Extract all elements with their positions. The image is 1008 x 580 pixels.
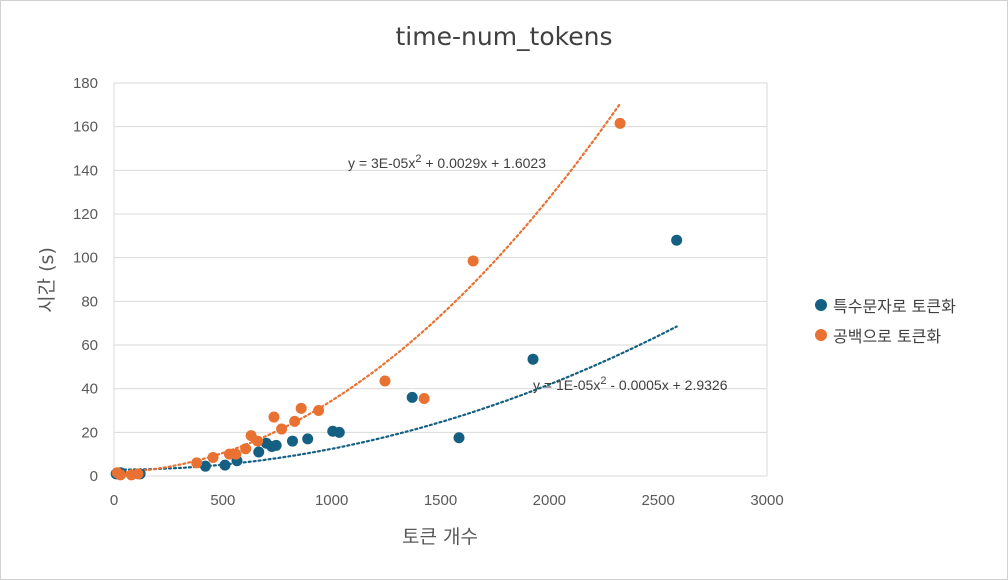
x-tick-label: 1500 bbox=[424, 492, 457, 509]
legend: 특수문자로 토큰화 공백으로 토큰화 bbox=[815, 290, 956, 350]
data-point bbox=[671, 234, 683, 246]
x-tick-label: 2500 bbox=[641, 492, 674, 509]
data-point bbox=[295, 402, 307, 414]
data-point bbox=[467, 255, 479, 267]
x-tick-label: 3000 bbox=[750, 492, 783, 509]
data-point bbox=[406, 391, 418, 403]
trendline-equations: y = 1E-05x2 - 0.0005x + 2.9326 y = 3E-05x… bbox=[348, 153, 728, 393]
data-point bbox=[230, 448, 242, 460]
trendline-equation: y = 1E-05x2 - 0.0005x + 2.9326 bbox=[533, 375, 728, 393]
x-tick-label: 1000 bbox=[315, 492, 348, 509]
data-point bbox=[253, 446, 265, 458]
data-point bbox=[191, 457, 203, 469]
data-points bbox=[110, 117, 683, 481]
data-point bbox=[219, 459, 231, 471]
y-axis-title: 시간 (s) bbox=[36, 247, 58, 313]
data-point bbox=[132, 468, 144, 480]
data-point bbox=[418, 392, 430, 404]
y-tick-label: 20 bbox=[81, 424, 98, 441]
x-tick-label: 0 bbox=[110, 492, 118, 509]
data-point bbox=[289, 415, 301, 427]
trendline bbox=[112, 325, 678, 471]
y-tick-label: 0 bbox=[90, 468, 98, 485]
data-point bbox=[199, 460, 211, 472]
data-point bbox=[527, 353, 539, 365]
data-point bbox=[302, 433, 314, 445]
data-point bbox=[333, 426, 345, 438]
chart-title: time-num_tokens bbox=[395, 22, 613, 51]
legend-item-whitespace: 공백으로 토큰화 bbox=[815, 320, 956, 350]
data-point bbox=[252, 435, 264, 447]
legend-marker-dot bbox=[815, 329, 827, 341]
gridlines bbox=[113, 82, 768, 477]
y-tick-label: 140 bbox=[73, 162, 98, 179]
trendline-equation: y = 3E-05x2 + 0.0029x + 1.6023 bbox=[348, 153, 546, 171]
data-point bbox=[614, 117, 626, 129]
y-tick-label: 60 bbox=[81, 337, 98, 354]
x-tick-labels: 0 500 1000 1500 2000 2500 3000 bbox=[110, 492, 784, 509]
data-point bbox=[270, 439, 282, 451]
data-point bbox=[453, 432, 465, 444]
data-point bbox=[379, 375, 391, 387]
legend-marker-dot bbox=[815, 299, 827, 311]
y-tick-label: 180 bbox=[73, 75, 98, 92]
y-tick-labels: 0 20 40 60 80 100 120 140 160 180 bbox=[73, 75, 98, 485]
legend-label: 특수문자로 토큰화 bbox=[833, 297, 956, 316]
data-point bbox=[276, 423, 288, 435]
data-point bbox=[240, 443, 252, 455]
x-axis-title: 토큰 개수 bbox=[402, 526, 478, 548]
legend-label: 공백으로 토큰화 bbox=[833, 327, 942, 346]
x-tick-label: 500 bbox=[210, 492, 235, 509]
y-tick-label: 80 bbox=[81, 293, 98, 310]
data-point bbox=[286, 435, 298, 447]
y-tick-label: 160 bbox=[73, 119, 98, 136]
legend-item-special-chars: 특수문자로 토큰화 bbox=[815, 290, 956, 320]
data-point bbox=[313, 405, 325, 416]
y-tick-label: 40 bbox=[81, 381, 98, 398]
y-tick-label: 100 bbox=[73, 250, 98, 267]
x-tick-label: 2000 bbox=[533, 492, 566, 509]
data-point bbox=[207, 451, 219, 463]
y-tick-label: 120 bbox=[73, 206, 98, 223]
data-point bbox=[268, 411, 280, 423]
data-point bbox=[115, 469, 127, 481]
